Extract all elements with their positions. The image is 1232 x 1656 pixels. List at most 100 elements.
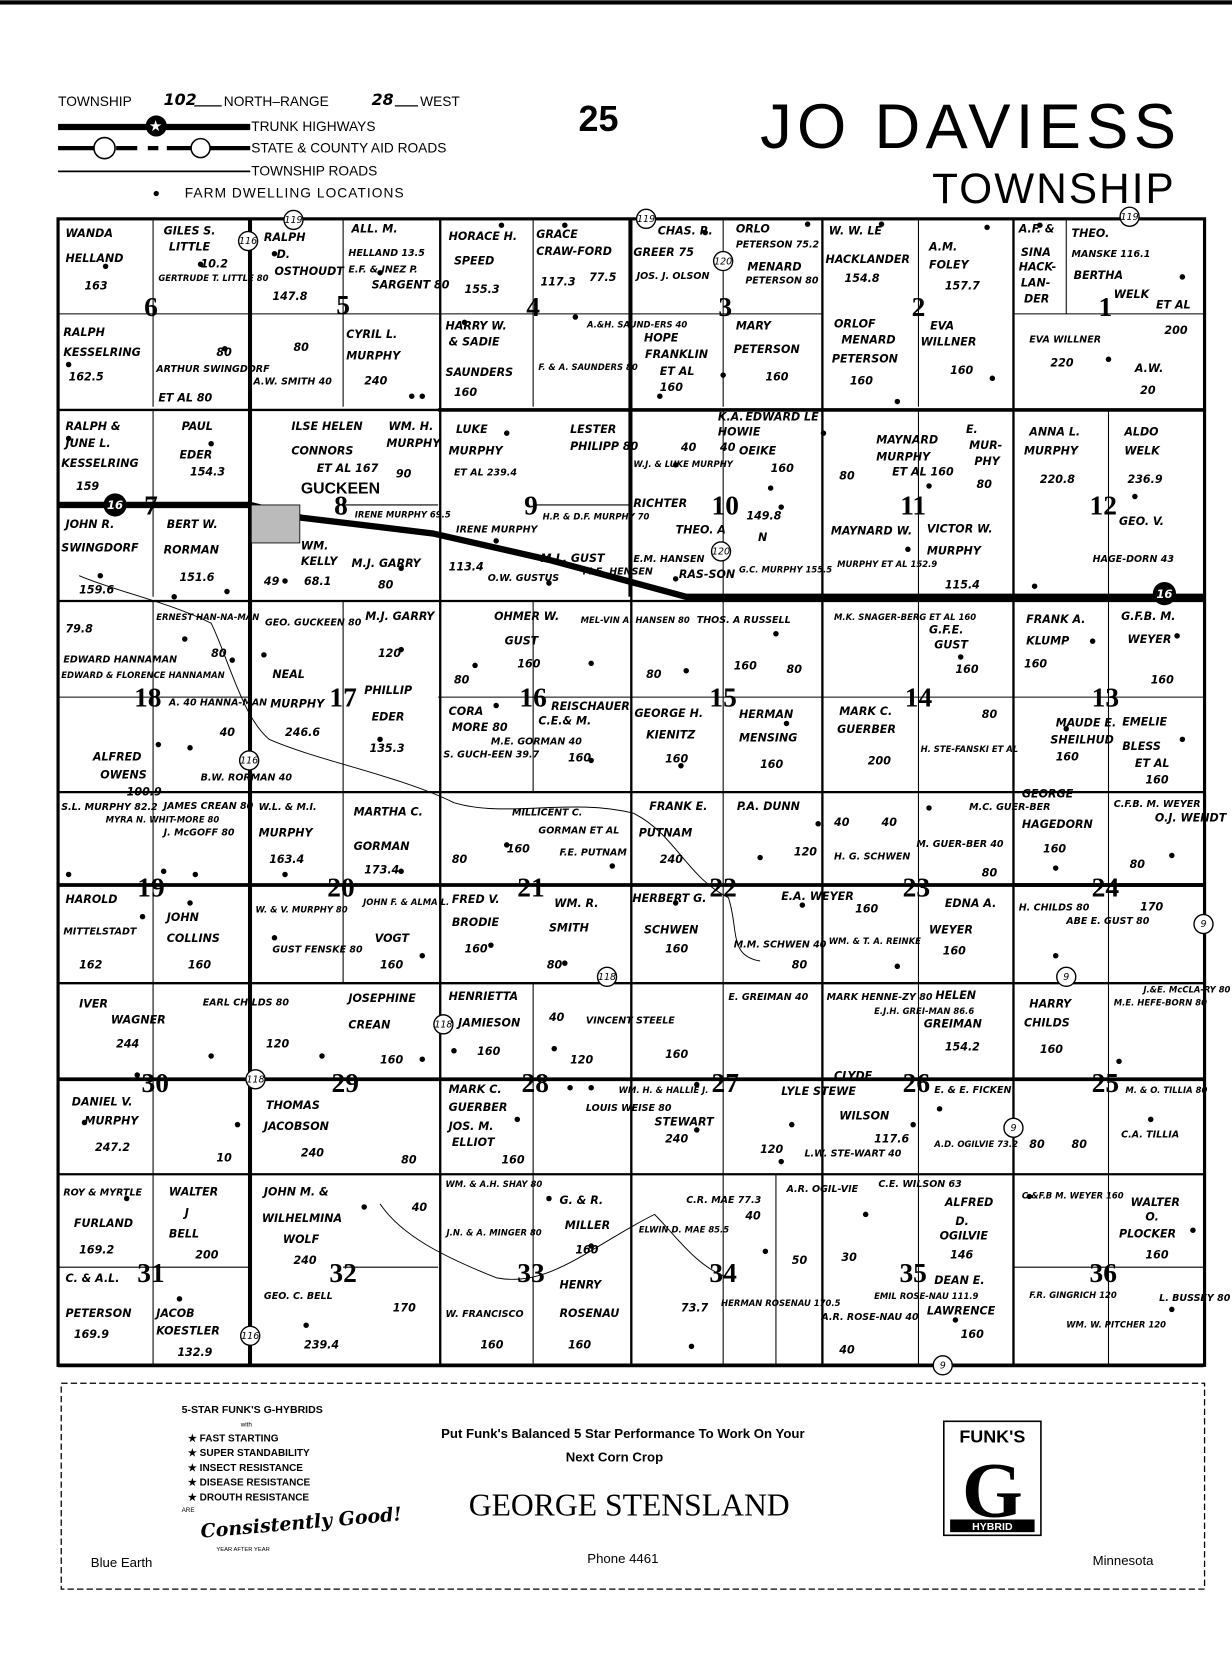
owner-label: HENRY xyxy=(560,1278,603,1291)
farm-dwelling xyxy=(461,319,468,326)
farm-dwelling xyxy=(472,662,478,669)
owner-label: L. BUSSEY 80 xyxy=(1159,1293,1231,1304)
owner-label: ANNA L. xyxy=(1028,425,1080,438)
owner-label: 80 xyxy=(977,478,993,491)
farm-dwelling xyxy=(767,485,774,491)
owner-label: KELLY xyxy=(301,555,339,568)
owner-label: B.W. RORMAN 40 xyxy=(201,772,293,783)
owner-label: OWENS xyxy=(100,768,146,781)
page-number: 25 xyxy=(579,99,619,139)
farm-dwelling xyxy=(81,1119,88,1126)
owner-label: MURPHY ET AL 152.9 xyxy=(837,559,937,569)
owner-label: SHEILHUD xyxy=(1050,734,1113,747)
owner-label: 80 xyxy=(1072,1138,1088,1151)
owner-label: 160 xyxy=(454,386,477,399)
owner-label: 117.6 xyxy=(874,1133,909,1146)
farm-dwelling xyxy=(208,1053,214,1059)
section-number: 17 xyxy=(329,683,357,713)
owner-label: 236.9 xyxy=(1127,473,1162,486)
owner-label: W. & V. MURPHY 80 xyxy=(255,904,347,914)
section-number: 3 xyxy=(718,292,732,322)
owner-label: RORMAN xyxy=(164,544,220,557)
owner-label: IRENE MURPHY xyxy=(456,524,538,535)
farm-dwelling xyxy=(398,868,404,875)
owner-label: 160 xyxy=(380,958,403,971)
farm-dwelling xyxy=(694,1081,700,1088)
owner-label: WM. H. & HALLIE J. xyxy=(619,1085,709,1095)
owner-label: WANDA xyxy=(65,227,112,240)
owner-label: 160 xyxy=(665,943,688,956)
owner-label: ET AL 80 xyxy=(158,391,212,404)
owner-label: GUST xyxy=(505,634,540,647)
farm-dwelling xyxy=(1132,493,1138,500)
section-number: 7 xyxy=(144,490,158,520)
legend-trunk: TRUNK HIGHWAYS xyxy=(251,119,375,134)
owner-label: PHILIPP 80 xyxy=(570,440,638,453)
farm-dwelling xyxy=(905,546,911,553)
owner-label: E.M. HANSEN xyxy=(633,554,704,565)
owner-label: HOWIE xyxy=(718,425,761,438)
owner-label: LUKE xyxy=(456,423,488,436)
owner-label: H. G. SCHWEN xyxy=(834,852,910,863)
farm-dwelling xyxy=(361,1204,367,1210)
owner-label: MUR- xyxy=(969,439,1002,452)
farm-dwelling xyxy=(182,636,188,642)
owner-label: MITTELSTADT xyxy=(63,927,138,938)
section-number: 30 xyxy=(141,1068,168,1098)
owner-label: ALFRED xyxy=(92,750,141,763)
ad-feature: ★ DISEASE RESISTANCE xyxy=(188,1478,311,1489)
farm-dwelling xyxy=(229,657,235,663)
owner-label: DEAN E. xyxy=(934,1274,984,1287)
svg-text:HYBRID: HYBRID xyxy=(972,1521,1013,1533)
owner-label: MURPHY xyxy=(927,545,982,558)
township-subtitle: TOWNSHIP xyxy=(932,165,1176,212)
owner-label: 80 xyxy=(839,470,855,483)
farm-dwelling xyxy=(282,578,288,584)
owner-label: PETERSON xyxy=(65,1307,132,1320)
owner-label: GERTRUDE T. LITTLE 80 xyxy=(158,273,268,283)
farm-dwelling xyxy=(419,952,426,959)
owner-label: IRENE MURPHY 69.5 xyxy=(355,510,451,520)
owner-label: HARRY xyxy=(1029,997,1072,1010)
owner-label: 80 xyxy=(547,958,563,971)
owner-label: 40 xyxy=(680,441,697,454)
owner-label: 154.8 xyxy=(845,272,880,285)
owner-label: LYLE STEWE xyxy=(781,1085,856,1098)
ad-border xyxy=(60,1382,1206,1590)
owner-label: KESSELRING xyxy=(63,346,140,359)
owner-label: 160 xyxy=(1040,1043,1063,1056)
owner-label: 115.4 xyxy=(945,578,980,591)
farm-dwelling xyxy=(778,1158,784,1165)
farm-dwelling xyxy=(657,393,663,399)
top-border xyxy=(0,0,1232,5)
farm-dwelling xyxy=(271,935,278,941)
owner-label: LOUIS WEISE 80 xyxy=(586,1103,672,1114)
owner-label: MORE 80 xyxy=(452,721,508,734)
owner-label: WM. & A.H. SHAY 80 xyxy=(446,1179,543,1189)
owner-label: H. STE-FANSKI ET AL xyxy=(921,744,1019,754)
owner-label: M.E. HEFE-BORN 80 xyxy=(1114,997,1207,1007)
owner-label: A.D. OGILVIE 73.2 xyxy=(933,1139,1018,1149)
owner-label: HELLAND xyxy=(65,252,123,265)
owner-label: GEO. GUCKEEN 80 xyxy=(265,617,362,628)
owner-label: M. & O. TILLIA 80 xyxy=(1125,1085,1207,1095)
owner-label: 160 xyxy=(1145,774,1168,787)
owner-label: F. & A. SAUNDERS 80 xyxy=(538,362,637,372)
owner-label: 155.3 xyxy=(465,283,500,296)
owner-label: JACOB xyxy=(154,1307,194,1320)
section-number: 18 xyxy=(134,683,161,713)
farm-dwelling xyxy=(134,1072,140,1078)
owner-label: HORACE H. xyxy=(449,230,518,243)
owner-label: HARRY W. xyxy=(446,320,507,333)
owner-label: WM. xyxy=(301,539,328,552)
farm-dwelling xyxy=(1037,222,1043,228)
owner-label: 80 xyxy=(792,958,808,971)
svg-text:9: 9 xyxy=(1200,919,1206,930)
route-marker-9: 9 xyxy=(1003,1117,1024,1139)
farm-dwelling xyxy=(862,1211,869,1218)
owner-label: 73.7 xyxy=(681,1302,709,1315)
owner-label: 160 xyxy=(850,375,873,388)
owner-label: WOLF xyxy=(283,1233,320,1246)
owner-label: EMELIE xyxy=(1122,716,1167,729)
section-number: 14 xyxy=(905,683,933,713)
